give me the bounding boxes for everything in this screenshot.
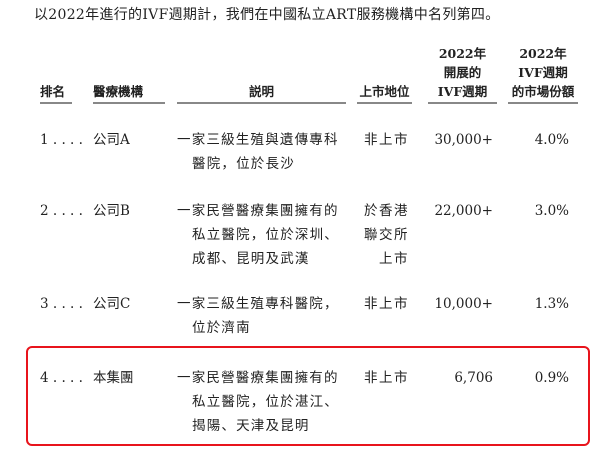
institution-cell: 公司C [93, 296, 131, 312]
intro-text: 以2022年進行的IVF週期計，我們在中國私立ART服務機構中名列第四。 [34, 7, 500, 23]
listing-cell-line: 非上市 [364, 370, 409, 386]
header-line: IVF週期 [518, 65, 568, 80]
description-cell: 一家民營醫療集團擁有的私立醫院，位於湛江、 揭陽、天津及昆明 [177, 366, 339, 438]
description-cell-line: 私立醫院，位於深圳、 [192, 227, 339, 243]
header-institution: 醫療機構 [93, 82, 165, 104]
description-cell-line: 一家民營醫療集團擁有的 [177, 370, 339, 386]
listing-cell-line: 聯交所 [364, 227, 409, 243]
description-cell-line: 位於濟南 [192, 320, 251, 336]
description-cell-line: 一家三級生殖專科醫院， [177, 296, 339, 312]
ivf-cycles-cell: 10,000+ [434, 296, 493, 312]
market-share-cell: 1.3% [534, 296, 569, 312]
listing-cell: 非上市 [357, 292, 409, 316]
ivf-cycles-cell: 6,706 [454, 370, 493, 386]
market-share-cell: 0.9% [534, 370, 569, 386]
header-line: 的市場份額 [511, 84, 575, 99]
description-cell-line: 成都、昆明及武漢 [192, 251, 310, 267]
header-line: 開展的 [443, 65, 482, 80]
header-line: 2022年 [519, 46, 567, 61]
description-cell-line: 揭陽、天津及昆明 [192, 418, 310, 434]
header-line: 醫療機構 [93, 84, 144, 99]
listing-cell: 非上市 [357, 128, 409, 152]
description-cell: 一家三級生殖專科醫院， 位於濟南 [177, 292, 339, 340]
header-description: 説明 [177, 82, 346, 104]
institution-cell: 公司B [93, 203, 130, 219]
market-share-cell: 4.0% [534, 132, 569, 148]
description-cell-line: 一家三級生殖與遺傳專科 [177, 132, 339, 148]
header-line: 排名 [40, 84, 66, 99]
ivf-cycles-cell: 22,000+ [434, 203, 493, 219]
description-cell-line: 醫院，位於長沙 [192, 156, 295, 172]
rank-cell: 1 . . . . [40, 132, 83, 148]
header-rank: 排名 [40, 82, 72, 104]
listing-cell-line: 非上市 [364, 132, 409, 148]
description-cell: 一家三級生殖與遺傳專科醫院，位於長沙 [177, 128, 339, 176]
listing-cell-line: 上市 [379, 251, 409, 267]
header-share: 2022年 IVF週期的市場份額 [508, 44, 578, 104]
market-share-cell: 3.0% [534, 203, 569, 219]
header-line: 2022年 [438, 46, 487, 61]
ivf-cycles-cell: 30,000+ [434, 132, 493, 148]
rank-cell: 4 . . . . [40, 370, 83, 386]
header-cycles: 2022年開展的 IVF週期 [428, 44, 497, 104]
listing-cell: 於香港聯交所上市 [357, 199, 409, 271]
rank-cell: 2 . . . . [40, 203, 83, 219]
listing-cell: 非上市 [357, 366, 409, 390]
header-line: 上市地位 [359, 84, 410, 99]
listing-cell-line: 於香港 [364, 203, 409, 219]
header-line: 説明 [248, 84, 274, 99]
highlight-box-own-group [26, 346, 590, 446]
header-line: IVF週期 [437, 84, 488, 99]
header-listing: 上市地位 [357, 82, 412, 104]
institution-cell: 本集團 [93, 370, 134, 386]
description-cell-line: 一家民營醫療集團擁有的 [177, 203, 339, 219]
description-cell: 一家民營醫療集團擁有的私立醫院，位於深圳、 成都、昆明及武漢 [177, 199, 339, 271]
institution-cell: 公司A [93, 132, 130, 148]
listing-cell-line: 非上市 [364, 296, 409, 312]
description-cell-line: 私立醫院，位於湛江、 [192, 394, 339, 410]
rank-cell: 3 . . . . [40, 296, 83, 312]
